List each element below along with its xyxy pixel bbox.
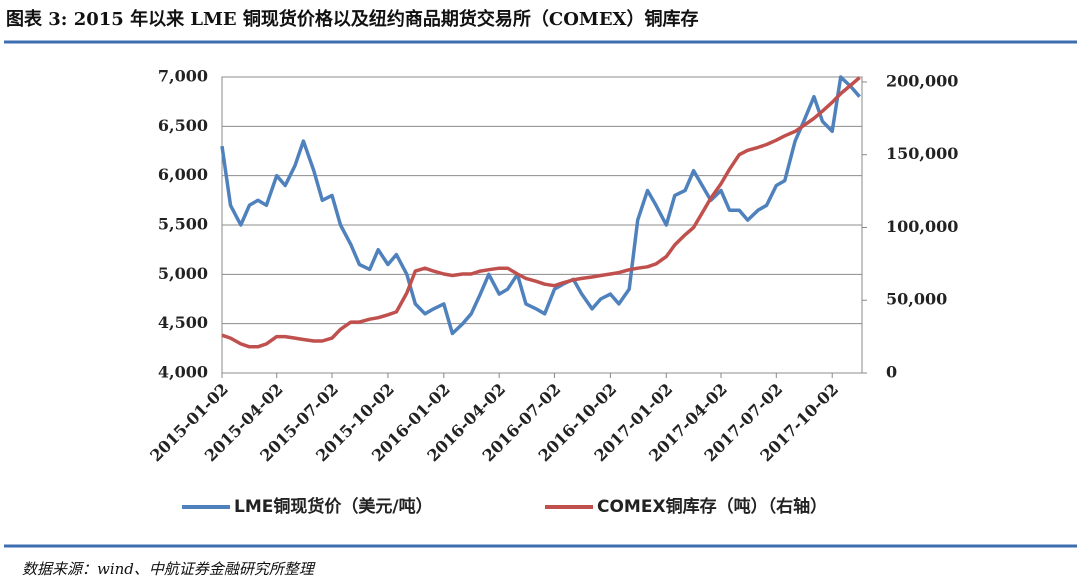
y-tick-label: 5,000 xyxy=(158,264,208,283)
y-tick-label: 6,500 xyxy=(158,116,208,135)
y2-tick-label: 50,000 xyxy=(886,290,947,309)
y-tick-label: 4,500 xyxy=(158,313,208,332)
series-line xyxy=(221,76,861,349)
source: 数据来源：wind、中航证券金融研究所整理 xyxy=(22,560,316,578)
y2-tick-label: 0 xyxy=(886,363,897,382)
y2-tick-label: 100,000 xyxy=(886,217,958,236)
legend-label: LME铜现货价（美元/吨） xyxy=(234,496,433,517)
y2-tick-label: 150,000 xyxy=(886,144,958,163)
y-tick-label: 5,500 xyxy=(158,215,208,234)
legend-label: COMEX铜库存（吨）（右轴） xyxy=(597,496,827,517)
y-tick-label: 7,000 xyxy=(158,67,208,86)
y2-tick-label: 200,000 xyxy=(886,71,958,90)
y-tick-label: 4,000 xyxy=(158,363,208,382)
title: 图表 3: 2015 年以来 LME 铜现货价格以及纽约商品期货交易所（COME… xyxy=(6,8,699,30)
series-line xyxy=(220,75,861,336)
y-tick-label: 6,000 xyxy=(158,165,208,184)
